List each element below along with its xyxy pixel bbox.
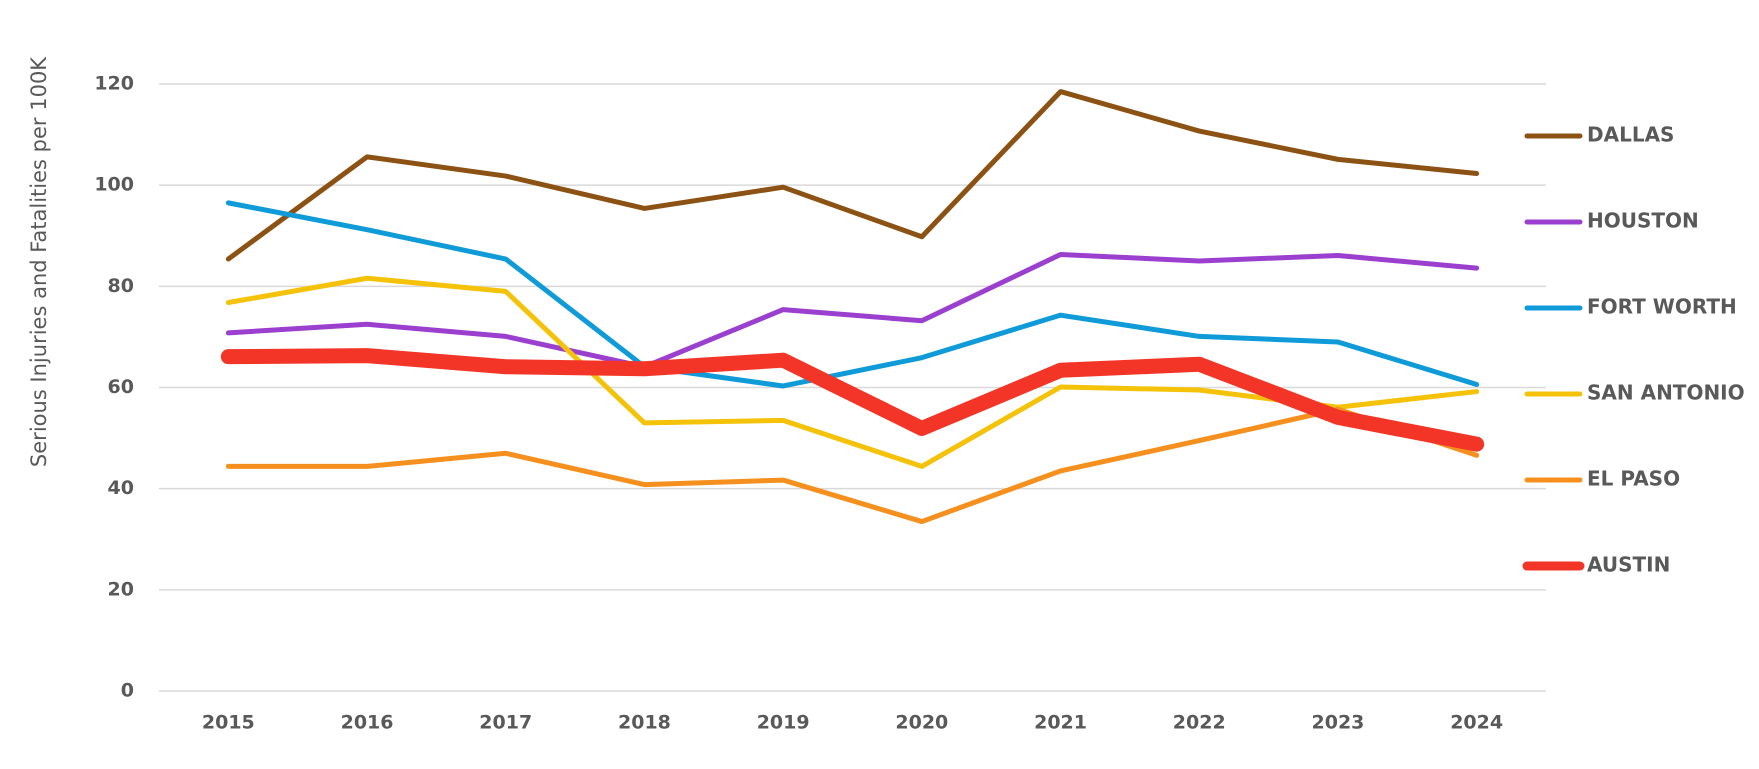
x-tick-label: 2021	[1034, 712, 1087, 734]
legend-label: FORT WORTH	[1587, 295, 1737, 319]
y-tick-label: 120	[94, 73, 134, 95]
x-tick-label: 2015	[202, 712, 255, 734]
y-tick-label: 20	[108, 578, 134, 600]
legend-label: EL PASO	[1587, 467, 1680, 491]
x-tick-label: 2019	[757, 712, 810, 734]
y-tick-label: 40	[108, 477, 134, 499]
x-tick-label: 2020	[895, 712, 948, 734]
y-axis-label: Serious Injuries and Fatalities per 100K	[27, 56, 51, 467]
y-tick-label: 60	[108, 376, 134, 398]
series-line	[225, 200, 1480, 389]
y-tick-label: 0	[121, 680, 134, 702]
series-line	[225, 406, 1480, 525]
x-tick-label: 2023	[1312, 712, 1365, 734]
series-line	[225, 251, 1480, 370]
x-tick-label: 2018	[618, 712, 671, 734]
y-tick-label: 100	[94, 174, 134, 196]
x-tick-label: 2024	[1450, 712, 1503, 734]
legend-label: SAN ANTONIO	[1587, 381, 1745, 405]
series-line	[225, 89, 1480, 262]
legend-label: AUSTIN	[1587, 553, 1670, 577]
x-tick-label: 2022	[1173, 712, 1226, 734]
x-tick-label: 2016	[341, 712, 394, 734]
legend-label: DALLAS	[1587, 123, 1674, 147]
x-tick-label: 2017	[479, 712, 532, 734]
legend-label: HOUSTON	[1587, 209, 1699, 233]
y-tick-label: 80	[108, 275, 134, 297]
series-line	[220, 348, 1485, 452]
